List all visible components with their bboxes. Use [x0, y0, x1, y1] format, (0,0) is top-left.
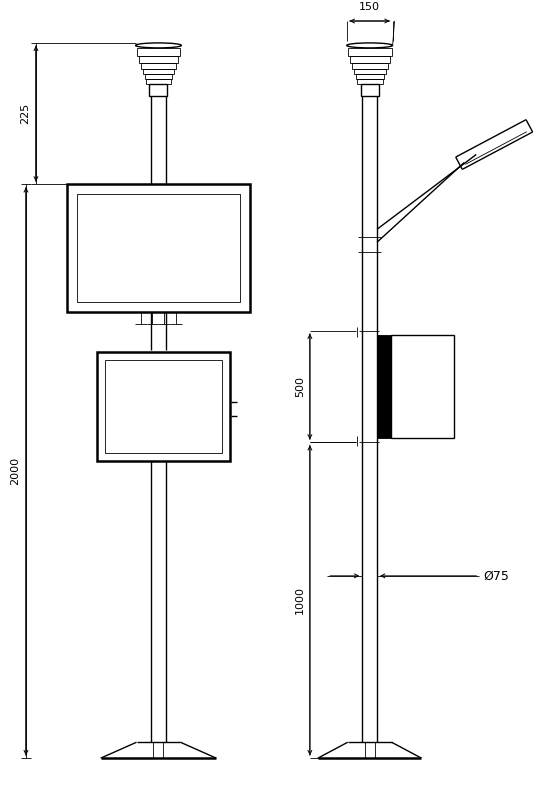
Bar [391, 334, 455, 438]
Bar [361, 84, 379, 96]
Bar [77, 194, 240, 302]
Text: 150: 150 [359, 2, 380, 12]
Text: 2000: 2000 [10, 458, 20, 486]
Bar [105, 360, 222, 454]
Bar [149, 84, 168, 96]
Bar [377, 334, 391, 438]
Text: 225: 225 [20, 103, 30, 124]
Text: Ø75: Ø75 [483, 570, 509, 582]
Bar [67, 184, 250, 312]
Ellipse shape [347, 43, 393, 48]
Text: 500: 500 [295, 376, 305, 397]
Bar [97, 352, 230, 462]
Ellipse shape [135, 43, 182, 48]
Text: 1000: 1000 [295, 586, 305, 614]
